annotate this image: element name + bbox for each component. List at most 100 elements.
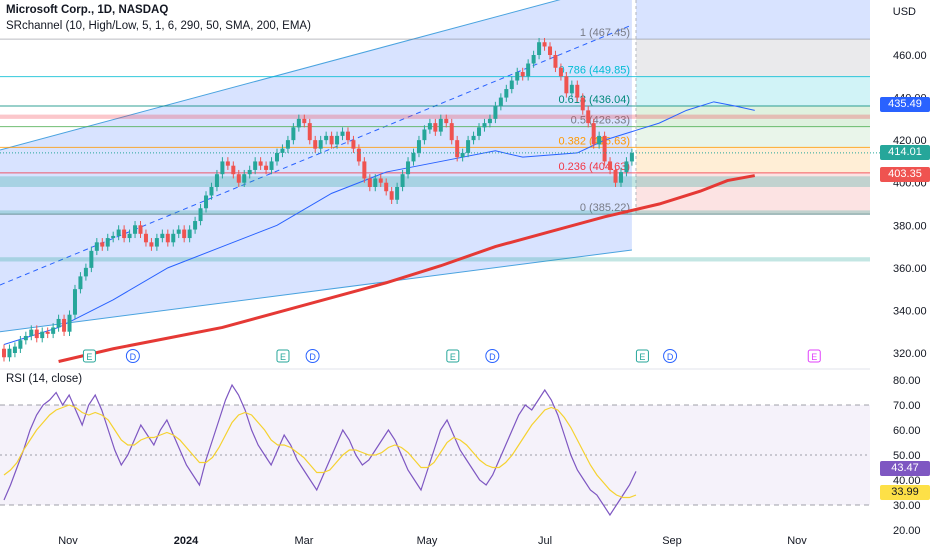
candle-body-84 [460,152,465,158]
earnings-marker-0 [82,349,96,363]
candle-body-80 [438,118,443,132]
fib-top-price-tag: 435.49 [880,97,930,112]
candle-body-52 [285,140,290,149]
dividend-marker-5 [485,349,500,363]
candle-body-83 [455,140,460,158]
candle-body-97 [531,55,536,64]
candle-body-21 [116,229,121,236]
candle-body-1 [7,348,12,358]
candle-body-72 [395,186,400,200]
candle-body-94 [515,72,520,81]
candle-body-69 [378,178,383,183]
candle-body-49 [269,161,274,170]
candle-body-108 [591,123,596,145]
candle-body-65 [356,148,361,162]
candle-body-75 [411,152,416,162]
candle-body-109 [597,135,602,145]
candle-body-82 [449,123,454,141]
earnings-marker-4 [446,349,460,363]
earnings-marker-label-0: E [86,352,92,362]
candle-body-5 [29,329,34,336]
currency-label: USD [892,6,916,18]
candle-body-47 [258,161,263,166]
candle-body-104 [569,84,574,94]
candle-body-89 [487,118,492,124]
symbol-title: Microsoft Corp., 1D, NASDAQ [6,4,169,16]
indicator-legend: SRchannel (10, High/Low, 5, 1, 6, 290, 5… [6,20,311,32]
candle-body-78 [427,123,432,130]
candle-body-95 [520,72,525,77]
earnings-marker-label-4: E [450,352,456,362]
fib-label-0.236: 0.236 (404.63) [558,161,630,173]
candle-body-12 [67,314,72,332]
candle-body-66 [362,161,367,179]
candle-body-20 [111,235,116,239]
fib-label-0.786: 0.786 (449.85) [558,65,630,77]
rsi-tick-4: 60.00 [893,425,921,437]
candle-body-79 [433,123,438,132]
fib-label-0: 0 (385.22) [580,202,630,214]
candle-body-31 [171,233,176,243]
candle-body-3 [18,340,23,349]
candle-body-11 [62,318,67,332]
last-price-tag: 414.01 [880,145,930,160]
earnings-marker-label-2: E [280,352,286,362]
candle-body-28 [154,238,159,247]
candle-body-4 [23,335,28,341]
indicator-title: SRchannel (10, High/Low, 5, 1, 6, 290, 5… [6,20,311,32]
candle-body-34 [187,229,192,239]
candle-body-7 [40,331,45,339]
symbol-legend: Microsoft Corp., 1D, NASDAQ [6,4,168,16]
candle-body-58 [318,140,323,149]
candle-body-106 [580,97,585,111]
candle-body-8 [45,331,50,334]
rsi-tick-3: 50.00 [893,450,921,462]
candle-body-92 [504,89,509,98]
candle-body-96 [526,63,531,77]
candle-body-103 [564,76,569,94]
dividend-marker-label-3: D [309,352,316,362]
candle-body-27 [149,242,154,247]
sma50-line [3,101,755,345]
candle-body-40 [220,161,225,175]
candle-body-99 [542,42,547,47]
price-tick-1: 340.00 [893,305,927,317]
fib-band-1 [636,76,870,107]
candle-body-17 [94,242,99,251]
dividend-marker-label-7: D [667,352,674,362]
candle-body-43 [236,174,241,183]
price-tick-5: 420.00 [893,135,927,147]
candle-body-30 [165,233,170,243]
candle-body-87 [477,127,482,136]
candle-body-19 [105,238,110,247]
candle-body-51 [280,148,285,153]
dividend-marker-label-1: D [130,352,137,362]
candle-body-24 [133,225,138,234]
rsi-ma-value-tag: 33.99 [880,485,930,500]
candle-body-23 [127,233,132,239]
dividend-marker-1 [125,349,140,363]
candle-body-113 [618,172,623,183]
candle-body-67 [367,178,372,187]
candle-body-73 [400,174,405,187]
price-pane: 1 (467.45) 0.786 (449.85) 0.618 (436.04) 0.… [0,0,880,363]
candle-body-13 [72,289,77,315]
rsi-value-tag: 43.47 [880,461,930,476]
candle-body-53 [291,127,296,141]
candle-body-26 [143,233,148,243]
candle-body-15 [83,267,88,277]
candle-body-63 [345,131,350,141]
time-tick-5: Sep [662,535,682,547]
time-tick-3: May [417,535,438,547]
candle-body-9 [51,327,56,334]
candle-body-59 [324,135,329,141]
candle-body-32 [176,229,181,234]
candle-body-81 [444,118,449,124]
dividend-marker-7 [663,349,678,363]
candle-body-0 [2,348,6,358]
candle-body-107 [586,110,591,124]
candle-body-61 [335,135,340,145]
fib-label-1: 1 (467.45) [580,27,630,39]
sr-zone-3 [0,257,870,262]
price-tick-2: 360.00 [893,263,927,275]
